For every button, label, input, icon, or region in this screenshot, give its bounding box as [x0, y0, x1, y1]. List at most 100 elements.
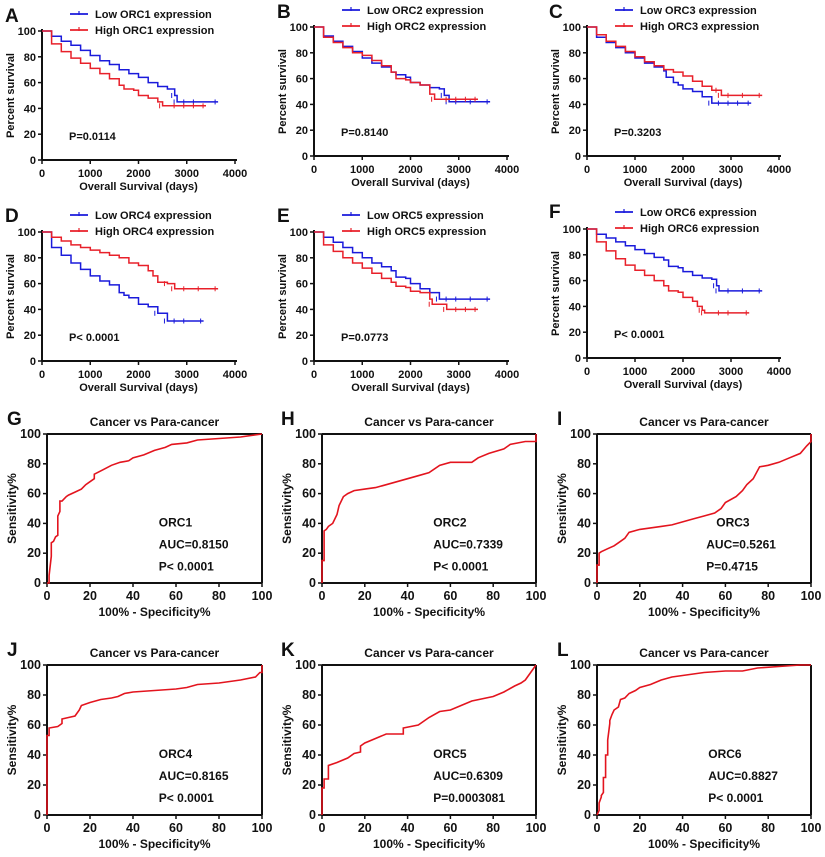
x-tick-label: 100	[526, 589, 547, 603]
panel-label: F	[549, 202, 561, 223]
auc-label: AUC=0.5261	[706, 537, 776, 551]
y-tick-label: 80	[577, 457, 591, 471]
x-tick-label: 0	[594, 821, 601, 835]
x-tick-label: 1000	[350, 164, 374, 176]
y-tick-label: 0	[302, 151, 308, 163]
x-axis-label: Overall Survival (days)	[79, 382, 198, 394]
y-tick-label: 40	[296, 304, 308, 316]
y-tick-label: 40	[569, 301, 581, 313]
x-tick-label: 0	[319, 589, 326, 603]
y-axis-label: Percent survival	[5, 254, 17, 339]
x-tick-label: 80	[486, 589, 500, 603]
y-tick-label: 20	[24, 330, 36, 342]
series-line-roc	[47, 433, 263, 584]
y-tick-label: 20	[577, 778, 591, 792]
y-axis-label: Sensitivity%	[5, 473, 19, 544]
x-tick-label: 0	[44, 589, 51, 603]
y-axis-label: Sensitivity%	[555, 473, 569, 544]
x-axis-label: 100% - Specificity%	[373, 837, 485, 851]
legend-label: Low ORC2 expression	[367, 5, 484, 17]
p-value-label: P=0.4715	[706, 559, 758, 573]
p-value-label: P=0.3203	[614, 127, 661, 139]
x-axis-label: 100% - Specificity%	[98, 605, 210, 619]
y-tick-label: 20	[27, 546, 41, 560]
y-tick-label: 80	[302, 688, 316, 702]
y-tick-label: 20	[27, 778, 41, 792]
x-tick-label: 0	[39, 369, 45, 381]
legend-label: High ORC5 expression	[367, 226, 486, 238]
y-tick-label: 100	[295, 658, 316, 672]
chart-panel-d: D 0 1000 2000 3000 4000 0 20 40 60 80 100 Overall Su…	[5, 206, 247, 394]
x-axis-label: 100% - Specificity%	[373, 605, 485, 619]
panel-label: I	[557, 409, 562, 430]
x-tick-label: 4000	[767, 366, 791, 378]
y-tick-label: 80	[569, 250, 581, 262]
y-tick-label: 60	[27, 487, 41, 501]
chart-panel-c: C 0 1000 2000 3000 4000 0 20 40 60 80 100 Overall Su…	[549, 2, 791, 189]
y-tick-label: 80	[569, 48, 581, 60]
y-axis-label: Sensitivity%	[280, 704, 294, 775]
x-tick-label: 2000	[126, 369, 150, 381]
y-tick-label: 80	[27, 457, 41, 471]
gene-label: ORC2	[433, 515, 467, 529]
y-tick-label: 20	[302, 546, 316, 560]
x-tick-label: 40	[126, 589, 140, 603]
x-tick-label: 0	[39, 168, 45, 180]
gene-label: ORC4	[159, 747, 193, 761]
x-tick-label: 60	[443, 589, 457, 603]
y-tick-label: 40	[24, 304, 36, 316]
p-value-label: P=0.0773	[341, 332, 388, 344]
y-tick-label: 0	[575, 151, 581, 163]
gene-label: ORC3	[716, 515, 750, 529]
y-tick-label: 60	[27, 718, 41, 732]
x-tick-label: 60	[443, 821, 457, 835]
series-line-roc	[596, 434, 812, 583]
x-tick-label: 20	[83, 821, 97, 835]
y-tick-label: 40	[577, 748, 591, 762]
panel-label: E	[277, 206, 290, 227]
y-tick-label: 20	[302, 778, 316, 792]
y-tick-label: 40	[577, 516, 591, 530]
p-value-label: P< 0.0001	[159, 791, 214, 805]
x-tick-label: 4000	[495, 369, 519, 381]
series-line-low	[587, 228, 763, 292]
x-tick-label: 40	[676, 821, 690, 835]
y-tick-label: 40	[569, 99, 581, 111]
chart-title: Cancer vs Para-cancer	[639, 646, 769, 660]
chart-title: Cancer vs Para-cancer	[90, 646, 220, 660]
x-tick-label: 80	[212, 589, 226, 603]
chart-panel-a: A 0 1000 2000 3000 4000 0 20 40 60 80 100 Overall Su…	[5, 6, 247, 193]
y-tick-label: 40	[27, 748, 41, 762]
x-tick-label: 100	[252, 821, 273, 835]
y-tick-label: 20	[24, 129, 36, 141]
x-tick-label: 2000	[671, 366, 695, 378]
chart-panel-k: K 0 20 40 60 80 100 0 20 40 60 80 100 100% - Specific…	[280, 640, 546, 851]
gene-label: ORC5	[433, 747, 467, 761]
legend-label: Low ORC4 expression	[95, 210, 212, 222]
y-tick-label: 40	[296, 99, 308, 111]
y-tick-label: 80	[296, 253, 308, 265]
p-value-label: P< 0.0001	[614, 329, 664, 341]
y-axis-label: Percent survival	[550, 49, 562, 134]
x-tick-label: 40	[676, 589, 690, 603]
auc-label: AUC=0.6309	[433, 769, 503, 783]
y-tick-label: 0	[584, 808, 591, 822]
y-axis-label: Percent survival	[277, 254, 289, 339]
y-tick-label: 80	[302, 457, 316, 471]
chart-panel-j: J 0 20 40 60 80 100 0 20 40 60 80 100 100% - Specific…	[5, 640, 272, 851]
auc-label: AUC=0.7339	[433, 537, 503, 551]
y-tick-label: 0	[309, 808, 316, 822]
x-axis-label: Overall Survival (days)	[624, 379, 743, 391]
legend-label: High ORC1 expression	[95, 25, 214, 37]
x-tick-label: 0	[319, 821, 326, 835]
x-tick-label: 60	[169, 821, 183, 835]
y-axis-label: Percent survival	[5, 53, 17, 138]
y-tick-label: 0	[30, 155, 36, 167]
y-tick-label: 40	[302, 516, 316, 530]
x-axis-label: Overall Survival (days)	[351, 382, 470, 394]
chart-title: Cancer vs Para-cancer	[639, 415, 769, 429]
series-line-high	[42, 231, 219, 290]
y-tick-label: 20	[296, 330, 308, 342]
p-value-label: P=0.0003081	[433, 791, 505, 805]
x-tick-label: 60	[169, 589, 183, 603]
